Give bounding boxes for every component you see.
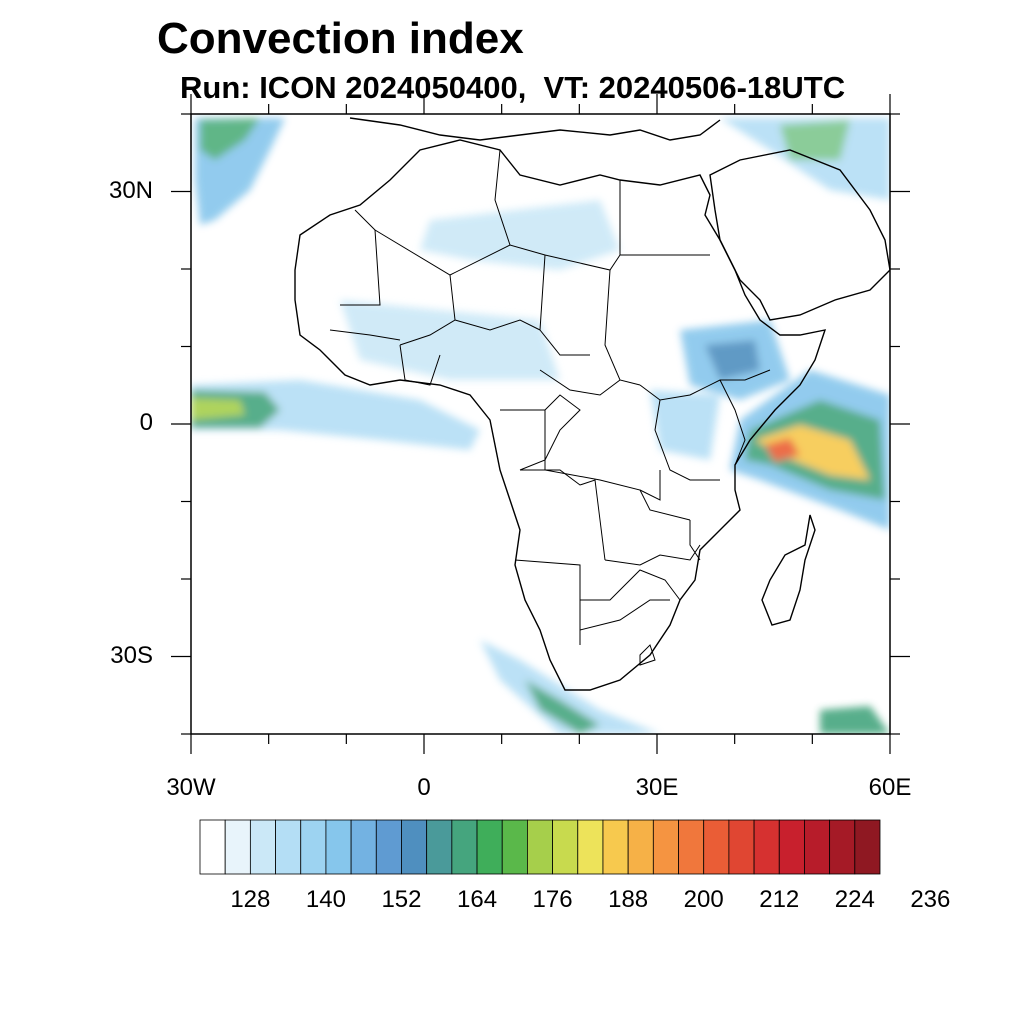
arabia-coastline — [709, 149, 890, 321]
convection-field — [191, 118, 890, 734]
colorbar-swatch — [375, 819, 402, 875]
colorbar-label: 152 — [381, 886, 422, 913]
colorbar-swatch — [300, 819, 327, 875]
lon-label: 30E — [635, 774, 679, 801]
colorbar-swatch — [753, 819, 780, 875]
africa-coastline — [294, 139, 827, 691]
country-borders — [329, 149, 771, 666]
colorbar-label: 224 — [834, 886, 875, 913]
map-title: Convection index — [157, 14, 524, 63]
colorbar-label: 164 — [457, 886, 498, 913]
axis-ticks — [171, 94, 910, 754]
colorbar-swatch — [527, 819, 553, 875]
lon-label: 60E — [868, 774, 912, 801]
colorbar-swatch — [199, 819, 226, 875]
lat-label: 30N — [108, 176, 153, 204]
colorbar-label: 188 — [608, 886, 649, 913]
colorbar-swatch — [275, 819, 302, 875]
colorbar-label: 212 — [759, 886, 800, 913]
colorbar-swatch — [350, 819, 377, 875]
colorbar-label: 176 — [532, 886, 573, 913]
colorbar-swatch — [778, 819, 805, 875]
colorbar-swatch — [627, 819, 654, 875]
convection-area-sahel — [340, 300, 560, 380]
convection-core-ethiopia — [705, 340, 760, 380]
colorbar-swatch — [224, 819, 251, 875]
lon-label: 0 — [417, 774, 431, 801]
colorbar-swatch — [451, 819, 478, 875]
colorbar-swatch — [829, 819, 856, 875]
colorbar-label: 200 — [683, 886, 724, 913]
convection-core-ne-corner — [780, 120, 850, 160]
lat-label: 30S — [110, 641, 153, 669]
map-subtitle: Run: ICON 2024050400, VT: 20240506-18UTC — [180, 70, 846, 105]
convection-area-sahara — [420, 200, 620, 270]
convection-core-southern-ocean — [525, 680, 600, 734]
colorbar-swatch — [501, 819, 528, 875]
colorbar-swatch — [678, 819, 705, 875]
colorbar-swatch — [476, 819, 503, 875]
colorbar-swatch — [325, 819, 352, 875]
lon-label: 30W — [166, 774, 216, 801]
lat-label: 0 — [139, 409, 153, 436]
convection-core-se-corner — [820, 706, 890, 734]
convection-area-great-lakes — [650, 390, 720, 460]
colorbar-swatch — [249, 819, 276, 875]
colorbar-swatch — [577, 819, 604, 875]
colorbar-swatch — [804, 819, 831, 875]
europe-coastline — [349, 117, 721, 141]
colorbar-swatch — [854, 819, 881, 875]
colorbar-swatch — [602, 819, 629, 875]
convection-hotspot-indian-ocean — [765, 438, 800, 462]
convection-core-nw-atlantic — [200, 118, 260, 160]
colorbar-swatch — [426, 819, 453, 875]
colorbar — [199, 819, 881, 875]
colorbar-label: 236 — [910, 886, 951, 913]
colorbar-swatch — [703, 819, 730, 875]
madagascar-coastline — [761, 514, 816, 626]
colorbar-swatch — [552, 819, 579, 875]
colorbar-label: 128 — [230, 886, 271, 913]
colorbar-label: 140 — [305, 886, 346, 913]
convection-area-southern-ocean — [480, 640, 660, 734]
colorbar-swatch — [728, 819, 755, 875]
colorbar-swatch — [401, 819, 428, 875]
convection-peak-indian-ocean — [755, 425, 870, 480]
coastlines — [294, 117, 890, 691]
convection-peak-eq-atlantic — [191, 398, 245, 420]
colorbar-swatch — [652, 819, 679, 875]
